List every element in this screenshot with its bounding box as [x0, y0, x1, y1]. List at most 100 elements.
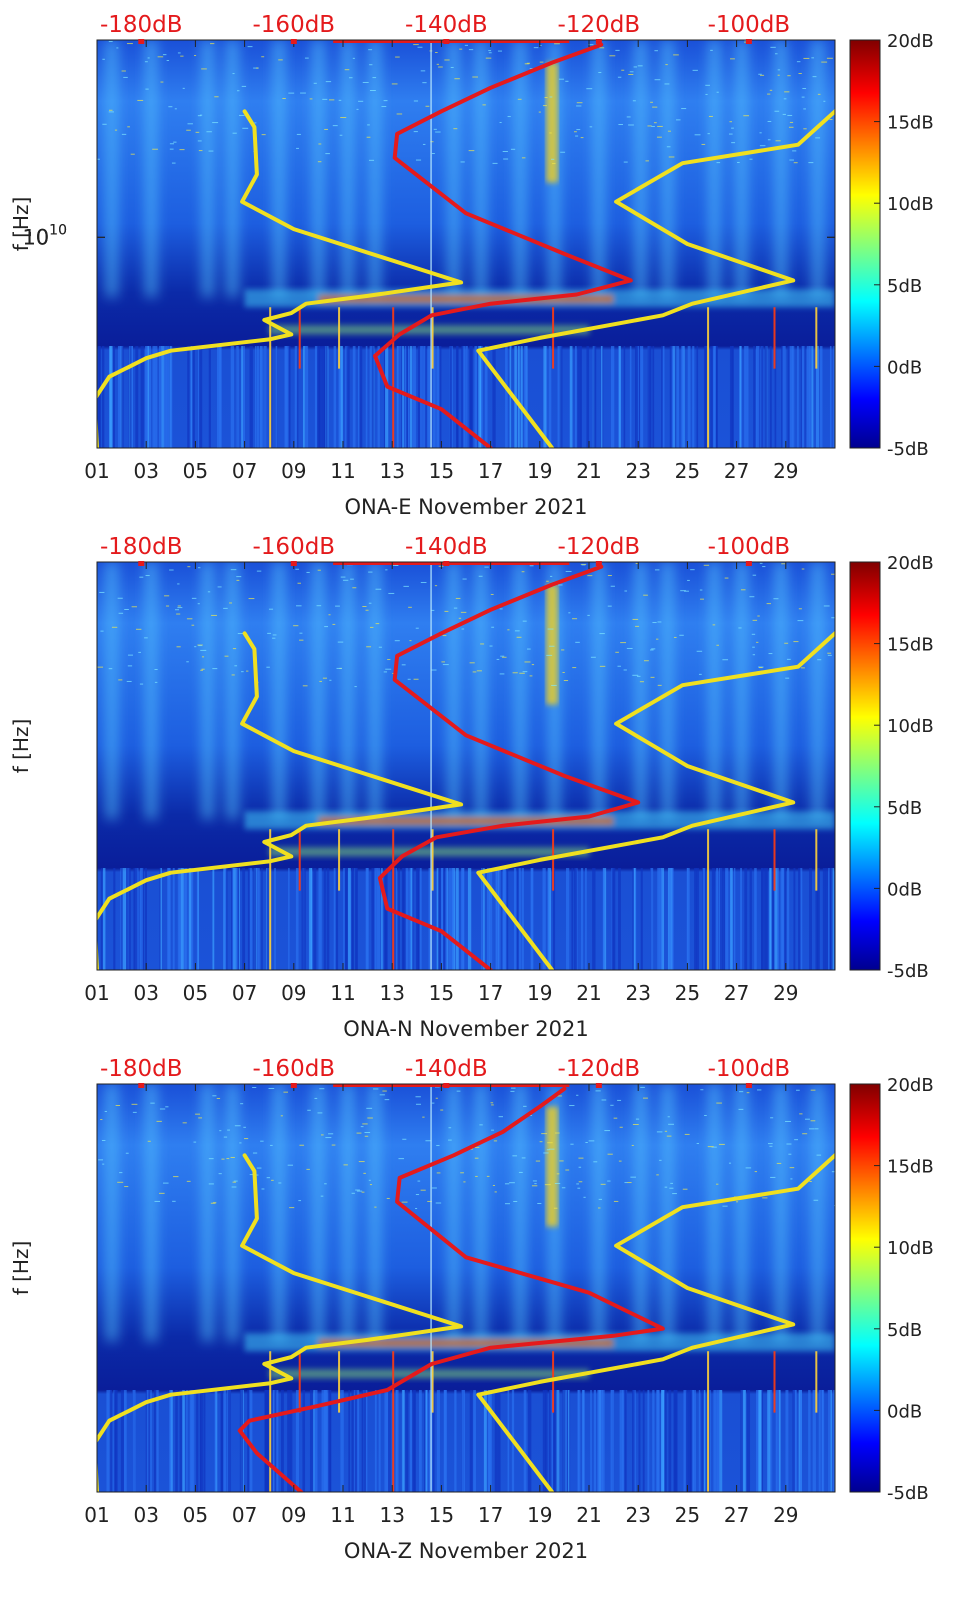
colorbar-label: 20dB	[887, 1075, 934, 1096]
top-axis-tick	[290, 1083, 297, 1088]
x-tick-label: 27	[724, 459, 749, 483]
x-axis-label: ONA-Z November 2021	[344, 1539, 588, 1563]
plot-frame	[96, 39, 836, 449]
series-line-3	[373, 42, 633, 448]
x-tick-label: 05	[183, 981, 208, 1005]
top-axis-tick	[138, 39, 145, 44]
x-tick-label: 07	[232, 981, 257, 1005]
top-axis-label: -160dB	[253, 12, 336, 38]
series-line-1	[97, 1153, 464, 1492]
x-tick-label: 11	[330, 459, 355, 483]
x-tick-label: 19	[527, 981, 552, 1005]
colorbar-label: 15dB	[887, 1157, 934, 1178]
x-tick-label: 27	[724, 1503, 749, 1527]
colorbar-label: 20dB	[887, 553, 934, 574]
x-tick-label: 27	[724, 981, 749, 1005]
top-axis-label: -100dB	[708, 534, 791, 560]
x-tick-label: 01	[84, 1503, 109, 1527]
top-axis-tick	[443, 561, 450, 566]
colorbar-label: 5dB	[887, 276, 922, 297]
top-axis-label: -140dB	[405, 534, 488, 560]
x-tick-label: 01	[84, 459, 109, 483]
spectrogram-texture	[97, 40, 835, 448]
colorbar-label: 10dB	[887, 194, 934, 215]
x-tick-label: 11	[330, 981, 355, 1005]
x-tick-label: 11	[330, 1503, 355, 1527]
x-tick-label: 23	[625, 1503, 650, 1527]
top-axis-label: -120dB	[558, 534, 641, 560]
series-line-2	[476, 631, 835, 970]
x-tick-label: 17	[478, 459, 503, 483]
x-tick-label: 19	[527, 459, 552, 483]
top-axis-tick	[443, 1083, 450, 1088]
y-axis-label: f [Hz]	[9, 1241, 33, 1296]
x-tick-label: 23	[625, 981, 650, 1005]
top-axis-label: -120dB	[558, 1056, 641, 1082]
x-tick-label: 07	[232, 459, 257, 483]
spectrogram	[97, 562, 835, 970]
series-line-1	[97, 109, 464, 448]
x-tick-label: 25	[675, 459, 700, 483]
colorbar-label: 5dB	[887, 798, 922, 819]
colorbar-label: 15dB	[887, 113, 934, 134]
top-axis-tick	[138, 1083, 145, 1088]
series-line-3	[237, 1086, 665, 1492]
series-line-3	[377, 564, 641, 970]
x-axis-label: ONA-N November 2021	[343, 1017, 588, 1041]
top-axis-tick	[443, 39, 450, 44]
spectrogram	[97, 40, 835, 448]
colorbar-label: 0dB	[887, 1401, 922, 1422]
top-axis-tick	[745, 561, 752, 566]
colorbar-label: 10dB	[887, 716, 934, 737]
colorbar-label: 5dB	[887, 1320, 922, 1341]
spectrogram-texture	[97, 562, 835, 970]
series-line-2	[476, 1153, 835, 1492]
x-tick-label: 29	[773, 459, 798, 483]
top-axis-label: -180dB	[100, 12, 183, 38]
x-tick-label: 03	[133, 459, 158, 483]
series-line-2	[476, 109, 835, 448]
chart-panel-2: 0103050709111315171921232527291010101010…	[9, 534, 934, 1041]
x-tick-label: 21	[576, 1503, 601, 1527]
x-tick-label: 13	[379, 1503, 404, 1527]
x-tick-label: 17	[478, 1503, 503, 1527]
top-axis-tick	[595, 561, 602, 566]
plot-frame	[96, 1083, 836, 1493]
x-tick-label: 03	[133, 1503, 158, 1527]
x-tick-label: 25	[675, 981, 700, 1005]
x-tick-label: 05	[183, 459, 208, 483]
top-axis-label: -120dB	[558, 12, 641, 38]
plot-frame	[96, 561, 836, 971]
x-tick-label: 25	[675, 1503, 700, 1527]
x-tick-label: 09	[281, 459, 306, 483]
chart-panel-1: 0103050709111315171921232527291010101010…	[9, 12, 934, 519]
top-axis-label: -140dB	[405, 1056, 488, 1082]
spectrogram	[97, 1084, 835, 1492]
x-tick-label: 21	[576, 981, 601, 1005]
x-tick-label: 19	[527, 1503, 552, 1527]
y-tick-label: 1010	[22, 222, 67, 249]
x-tick-label: 07	[232, 1503, 257, 1527]
x-tick-label: 29	[773, 981, 798, 1005]
colorbar-label: -5dB	[887, 1483, 929, 1504]
colorbar-label: -5dB	[887, 439, 929, 460]
spectrogram-texture	[98, 1084, 835, 1492]
x-tick-label: 13	[379, 981, 404, 1005]
top-axis-label: -180dB	[100, 1056, 183, 1082]
top-axis-tick	[595, 39, 602, 44]
x-tick-label: 15	[429, 1503, 454, 1527]
colorbar-label: 10dB	[887, 1238, 934, 1259]
top-axis-tick	[745, 39, 752, 44]
top-axis-label: -180dB	[100, 534, 183, 560]
colorbar	[849, 39, 881, 449]
colorbar	[849, 561, 881, 971]
x-tick-label: 17	[478, 981, 503, 1005]
colorbar-label: 0dB	[887, 357, 922, 378]
colorbar-label: 15dB	[887, 635, 934, 656]
top-axis-tick	[745, 1083, 752, 1088]
colorbar	[849, 1083, 881, 1493]
x-tick-label: 01	[84, 981, 109, 1005]
y-axis-label: f [Hz]	[9, 197, 33, 252]
x-tick-label: 09	[281, 1503, 306, 1527]
